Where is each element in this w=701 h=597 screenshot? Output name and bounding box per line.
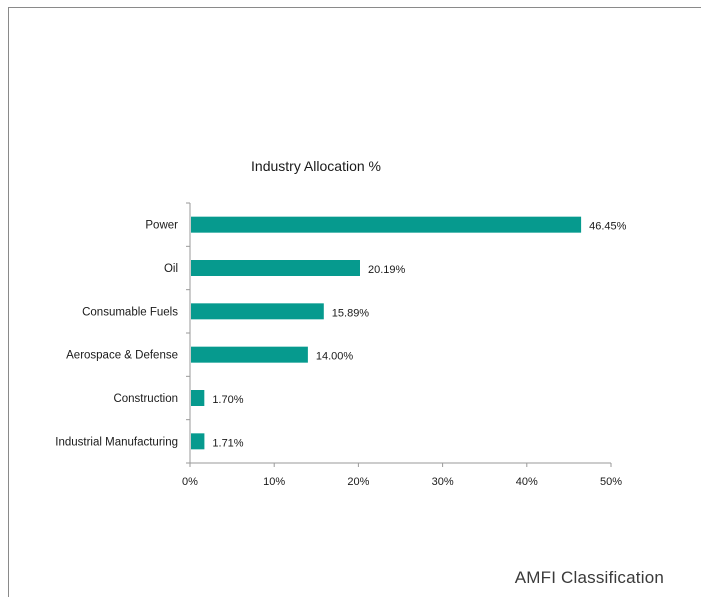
chart-frame	[8, 7, 701, 597]
bar	[191, 346, 308, 363]
category-label: Construction	[113, 393, 178, 405]
category-label: Power	[145, 220, 178, 232]
plot-area: 0% 10% 20% 30% 40% 50% Power 46.45% Oil 20.19% Con…	[55, 202, 627, 488]
x-tick-label: 40%	[516, 476, 538, 488]
category-label: Oil	[164, 263, 178, 275]
data-label: 46.45%	[589, 221, 627, 233]
x-tick-label: 20%	[347, 476, 369, 488]
data-label: 1.70%	[212, 394, 243, 406]
data-label: 1.71%	[212, 437, 243, 449]
bar	[191, 433, 205, 450]
chart-title: Industry Allocation %	[251, 158, 381, 174]
bar	[191, 303, 324, 320]
x-tick-label: 0%	[182, 476, 198, 488]
classification-label: AMFI Classification	[514, 568, 664, 587]
data-label: 20.19%	[368, 264, 406, 276]
x-tick-label: 50%	[600, 476, 622, 488]
bar	[191, 216, 582, 233]
data-label: 14.00%	[316, 351, 354, 363]
category-label: Consumable Fuels	[82, 306, 178, 318]
x-tick-label: 30%	[432, 476, 454, 488]
bar	[191, 390, 205, 406]
bar	[191, 260, 360, 276]
x-tick-label: 10%	[263, 476, 285, 488]
category-label: Industrial Manufacturing	[55, 436, 178, 448]
category-label: Aerospace & Defense	[66, 350, 178, 362]
data-label: 15.89%	[332, 307, 370, 319]
